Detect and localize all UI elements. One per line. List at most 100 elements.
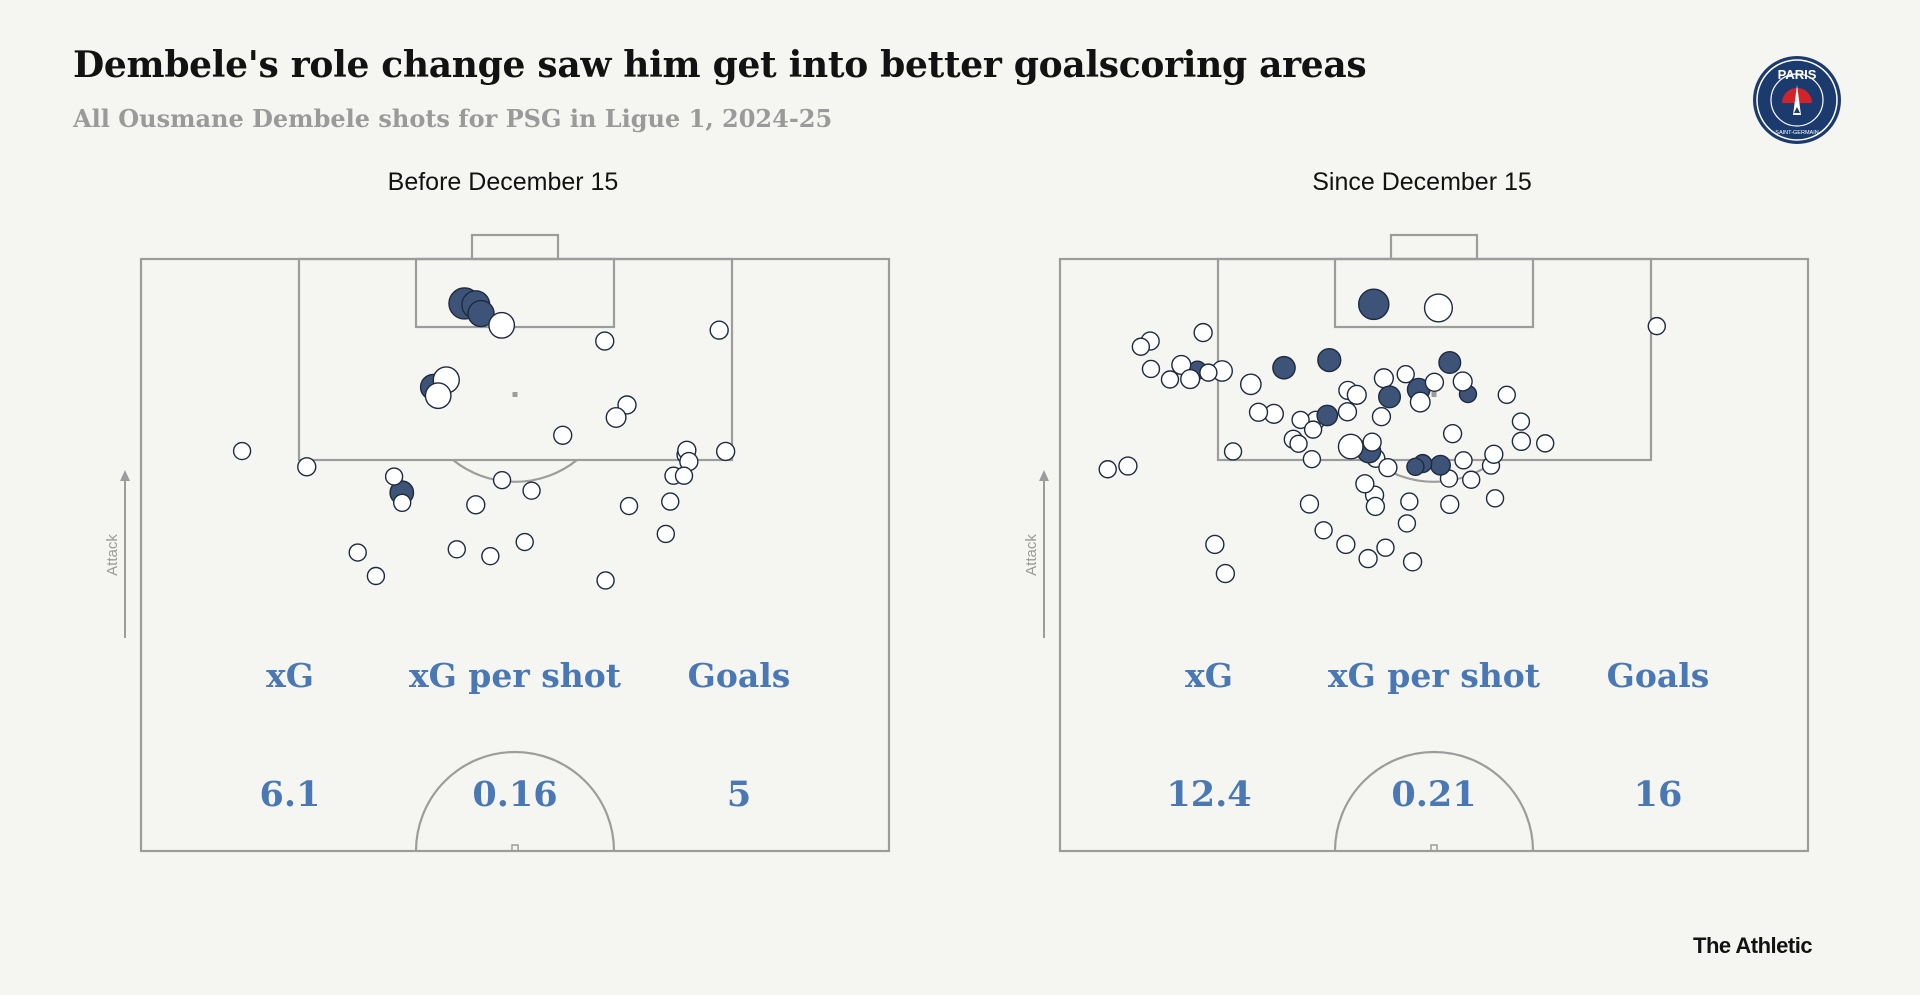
logo-top-text: PARIS — [1778, 67, 1817, 82]
shot-miss — [1409, 391, 1431, 413]
psg-logo-icon: PARIS SAINT-GERMAIN — [1753, 56, 1841, 144]
stat-label: Goals — [1607, 656, 1710, 695]
shot-miss — [1373, 368, 1394, 389]
shot-map-panel-1: Attack Before December 15 xG 6.1 xG per shot… — [104, 168, 891, 853]
shot-miss — [1511, 412, 1531, 431]
shot-miss — [1362, 432, 1382, 452]
pitch-markings — [1058, 233, 1810, 853]
shot-map-panel-2: Attack Since December 15 xG 12.4 xG per shot… — [1023, 168, 1810, 853]
center-circle-arc — [1333, 750, 1535, 852]
shot-miss — [1160, 370, 1180, 389]
shot-miss — [1535, 434, 1555, 453]
shot-miss — [1337, 402, 1358, 422]
shot-miss — [348, 543, 367, 562]
shot-miss — [1314, 521, 1333, 540]
pitch-outline — [139, 257, 891, 853]
shot-miss — [1098, 460, 1117, 479]
goal-frame — [470, 233, 560, 261]
shot-miss — [1303, 420, 1323, 439]
shot-miss — [1199, 363, 1218, 382]
penalty-spot — [512, 392, 518, 397]
stat-value: 12.4 — [1166, 774, 1251, 815]
shot-miss — [1423, 293, 1454, 323]
shot-miss — [1378, 457, 1398, 478]
stat-label: xG — [266, 656, 314, 695]
shot-miss — [661, 492, 680, 511]
shot-miss — [1358, 548, 1378, 569]
shot-goal — [1377, 385, 1402, 409]
penalty-arc — [452, 459, 578, 483]
shot-miss — [1355, 474, 1375, 494]
shot-miss — [605, 407, 627, 428]
shot-miss — [1497, 385, 1516, 405]
shot-miss — [492, 470, 512, 490]
shot-miss — [1400, 492, 1419, 511]
attack-label: Attack — [104, 534, 121, 576]
shot-miss — [674, 466, 694, 485]
penalty-spot — [1431, 392, 1437, 397]
shot-miss — [466, 495, 486, 515]
shot-goal — [1272, 355, 1296, 380]
shot-miss — [1396, 365, 1415, 384]
goal-frame — [1389, 233, 1479, 261]
shot-miss — [596, 571, 615, 590]
logo-bottom-text: SAINT-GERMAIN — [1775, 130, 1818, 136]
shot-goal — [1438, 350, 1462, 375]
shot-miss — [392, 493, 412, 513]
shot-miss — [1461, 470, 1481, 489]
shot-miss — [1180, 368, 1201, 390]
shot-goal — [1317, 347, 1342, 373]
shot-miss — [384, 467, 404, 486]
attack-label: Attack — [1023, 534, 1040, 576]
shot-miss — [715, 441, 736, 462]
center-spot — [1430, 844, 1438, 852]
shot-miss — [1484, 444, 1504, 464]
stat-value: 6.1 — [260, 774, 321, 815]
attack-arrow-head-icon — [1039, 470, 1049, 481]
shot-miss — [1337, 433, 1364, 460]
shot-points — [1098, 288, 1666, 584]
shot-miss — [1223, 442, 1243, 461]
shot-goal — [1316, 404, 1339, 427]
shot-miss — [1248, 402, 1269, 422]
shot-miss — [1291, 410, 1310, 430]
shot-miss — [619, 496, 639, 516]
shot-miss — [1376, 538, 1395, 557]
shot-miss — [1454, 451, 1473, 470]
shot-goal — [1357, 288, 1390, 321]
shot-miss — [709, 320, 729, 340]
shot-miss — [553, 425, 573, 445]
shot-miss — [481, 546, 500, 566]
shot-goal — [1429, 454, 1451, 476]
pitch-markings — [139, 233, 891, 853]
shot-miss — [1647, 316, 1666, 336]
center-circle-arc — [414, 750, 616, 852]
shot-goal — [467, 299, 495, 328]
shot-miss — [1442, 423, 1463, 444]
panel-title: Since December 15 — [1312, 168, 1532, 196]
shot-miss — [1131, 337, 1151, 356]
shot-miss — [1141, 359, 1161, 379]
shot-miss — [1397, 514, 1417, 533]
shot-miss — [522, 481, 541, 500]
pitch-outline — [1058, 257, 1810, 853]
shot-miss — [1336, 534, 1356, 555]
shot-miss — [1371, 407, 1392, 427]
stat-label: xG — [1185, 656, 1233, 695]
shot-points — [232, 287, 736, 590]
shot-miss — [1440, 494, 1460, 515]
shot-miss — [424, 382, 452, 410]
shot-miss — [1402, 552, 1423, 572]
shot-miss — [1424, 372, 1445, 392]
shot-miss — [366, 566, 386, 586]
shot-miss — [1365, 496, 1386, 517]
shot-miss — [1118, 456, 1138, 476]
stat-value: 0.21 — [1391, 774, 1476, 815]
six-yard-box — [414, 257, 616, 329]
shot-miss — [1346, 384, 1367, 405]
shot-miss — [447, 540, 466, 559]
chart-subtitle: All Ousmane Dembele shots for PSG in Lig… — [73, 104, 833, 133]
chart-title: Dembele's role change saw him get into b… — [73, 44, 1367, 86]
shot-miss — [1299, 494, 1320, 514]
